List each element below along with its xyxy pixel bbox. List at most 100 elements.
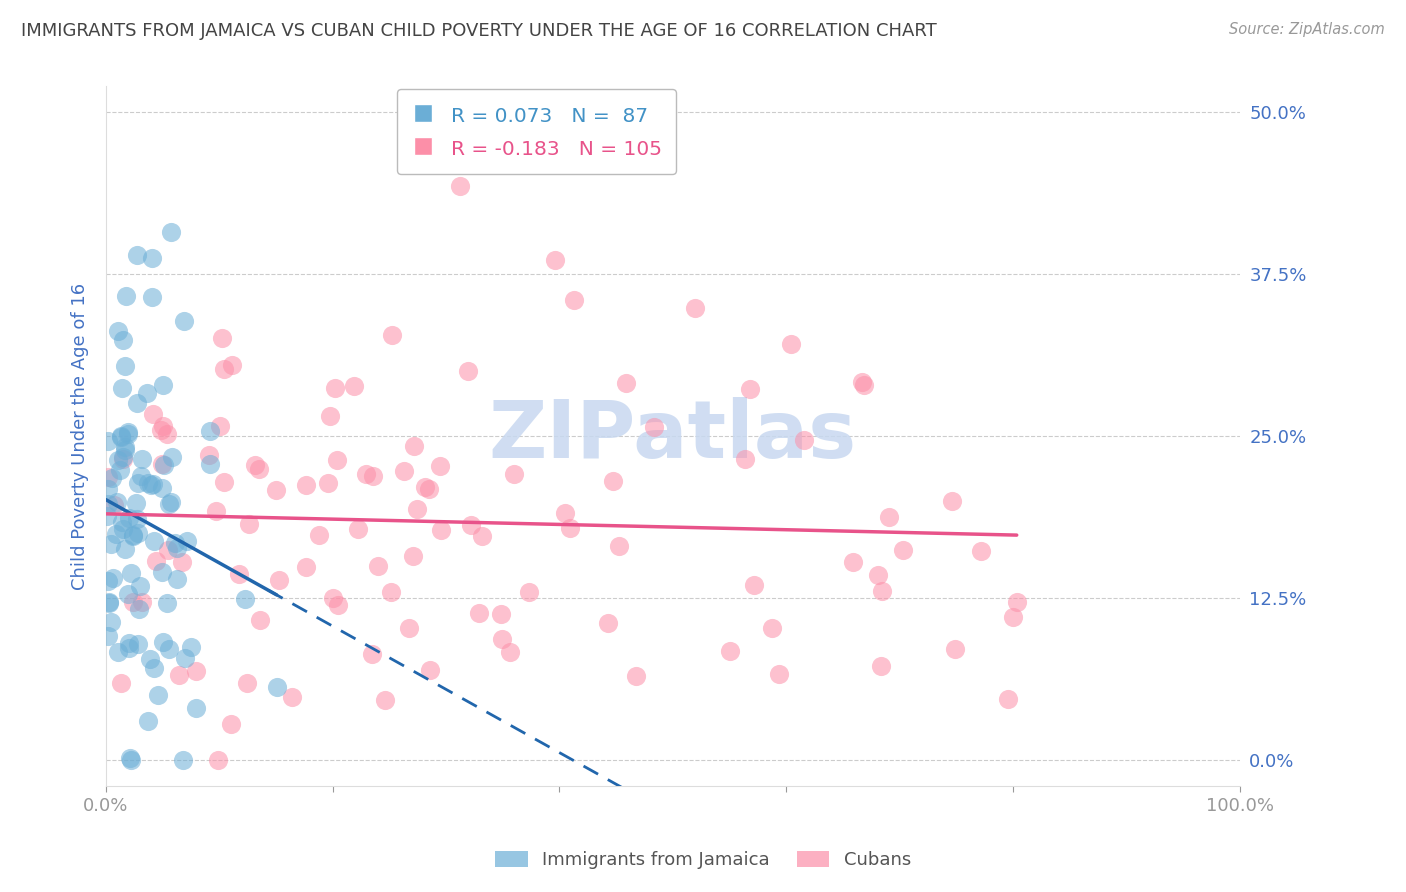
Point bbox=[295, 560, 318, 574]
Point bbox=[127, 637, 149, 651]
Point bbox=[734, 451, 756, 466]
Point bbox=[761, 621, 783, 635]
Point bbox=[128, 602, 150, 616]
Point bbox=[280, 690, 302, 704]
Point bbox=[100, 537, 122, 551]
Point bbox=[429, 459, 451, 474]
Point bbox=[402, 439, 425, 453]
Point bbox=[969, 543, 991, 558]
Point bbox=[120, 753, 142, 767]
Point bbox=[236, 676, 259, 690]
Point bbox=[212, 475, 235, 490]
Point bbox=[167, 668, 190, 682]
Point bbox=[941, 494, 963, 508]
Point bbox=[135, 386, 157, 401]
Point bbox=[160, 225, 183, 239]
Point bbox=[198, 424, 221, 438]
Point bbox=[198, 457, 221, 471]
Point bbox=[157, 641, 180, 656]
Point bbox=[143, 533, 166, 548]
Point bbox=[118, 636, 141, 650]
Point bbox=[738, 382, 761, 396]
Point bbox=[877, 510, 900, 524]
Point bbox=[131, 452, 153, 467]
Point bbox=[110, 676, 132, 690]
Point bbox=[554, 506, 576, 520]
Point bbox=[243, 458, 266, 472]
Point bbox=[96, 508, 118, 523]
Point bbox=[374, 693, 396, 707]
Point bbox=[141, 290, 163, 304]
Point bbox=[96, 574, 118, 588]
Point bbox=[114, 542, 136, 557]
Point bbox=[97, 595, 120, 609]
Point bbox=[768, 666, 790, 681]
Point bbox=[97, 629, 120, 643]
Point bbox=[295, 478, 318, 492]
Point bbox=[142, 476, 165, 491]
Point bbox=[117, 427, 139, 442]
Point bbox=[107, 324, 129, 338]
Point bbox=[323, 381, 346, 395]
Point bbox=[105, 526, 128, 541]
Point bbox=[221, 717, 243, 731]
Point bbox=[101, 471, 124, 485]
Point bbox=[326, 598, 349, 612]
Point bbox=[264, 483, 287, 497]
Point bbox=[136, 714, 159, 728]
Point bbox=[180, 640, 202, 654]
Point bbox=[139, 652, 162, 666]
Point bbox=[117, 425, 139, 440]
Point bbox=[172, 555, 194, 569]
Point bbox=[343, 378, 366, 392]
Point bbox=[150, 481, 173, 495]
Point bbox=[97, 497, 120, 511]
Point bbox=[269, 574, 291, 588]
Point bbox=[156, 596, 179, 610]
Point bbox=[117, 640, 139, 655]
Point bbox=[159, 494, 181, 508]
Point bbox=[562, 293, 585, 307]
Point bbox=[360, 647, 382, 661]
Point bbox=[354, 467, 377, 482]
Point bbox=[418, 483, 440, 497]
Point bbox=[212, 362, 235, 376]
Point bbox=[489, 607, 512, 621]
Point bbox=[228, 566, 250, 581]
Point bbox=[125, 512, 148, 526]
Point bbox=[150, 457, 173, 471]
Point bbox=[517, 585, 540, 599]
Point bbox=[624, 669, 647, 683]
Point bbox=[361, 469, 384, 483]
Point bbox=[165, 536, 187, 550]
Point bbox=[891, 543, 914, 558]
Point bbox=[115, 289, 138, 303]
Point bbox=[111, 381, 134, 395]
Point bbox=[172, 753, 194, 767]
Point bbox=[449, 178, 471, 193]
Point bbox=[221, 358, 243, 372]
Point bbox=[125, 495, 148, 509]
Point bbox=[97, 434, 120, 449]
Point bbox=[101, 571, 124, 585]
Point bbox=[943, 642, 966, 657]
Point bbox=[127, 526, 149, 541]
Point bbox=[347, 522, 370, 536]
Point bbox=[866, 567, 889, 582]
Point bbox=[247, 462, 270, 476]
Point bbox=[152, 419, 174, 434]
Point bbox=[198, 448, 221, 462]
Point bbox=[142, 407, 165, 421]
Point bbox=[138, 475, 160, 490]
Point bbox=[160, 450, 183, 464]
Point bbox=[602, 474, 624, 488]
Point bbox=[98, 596, 121, 610]
Point bbox=[127, 476, 149, 491]
Point bbox=[157, 543, 180, 558]
Point bbox=[111, 450, 134, 465]
Point bbox=[110, 429, 132, 443]
Legend: Immigrants from Jamaica, Cubans: Immigrants from Jamaica, Cubans bbox=[486, 842, 920, 879]
Point bbox=[683, 301, 706, 316]
Point bbox=[107, 453, 129, 467]
Text: Source: ZipAtlas.com: Source: ZipAtlas.com bbox=[1229, 22, 1385, 37]
